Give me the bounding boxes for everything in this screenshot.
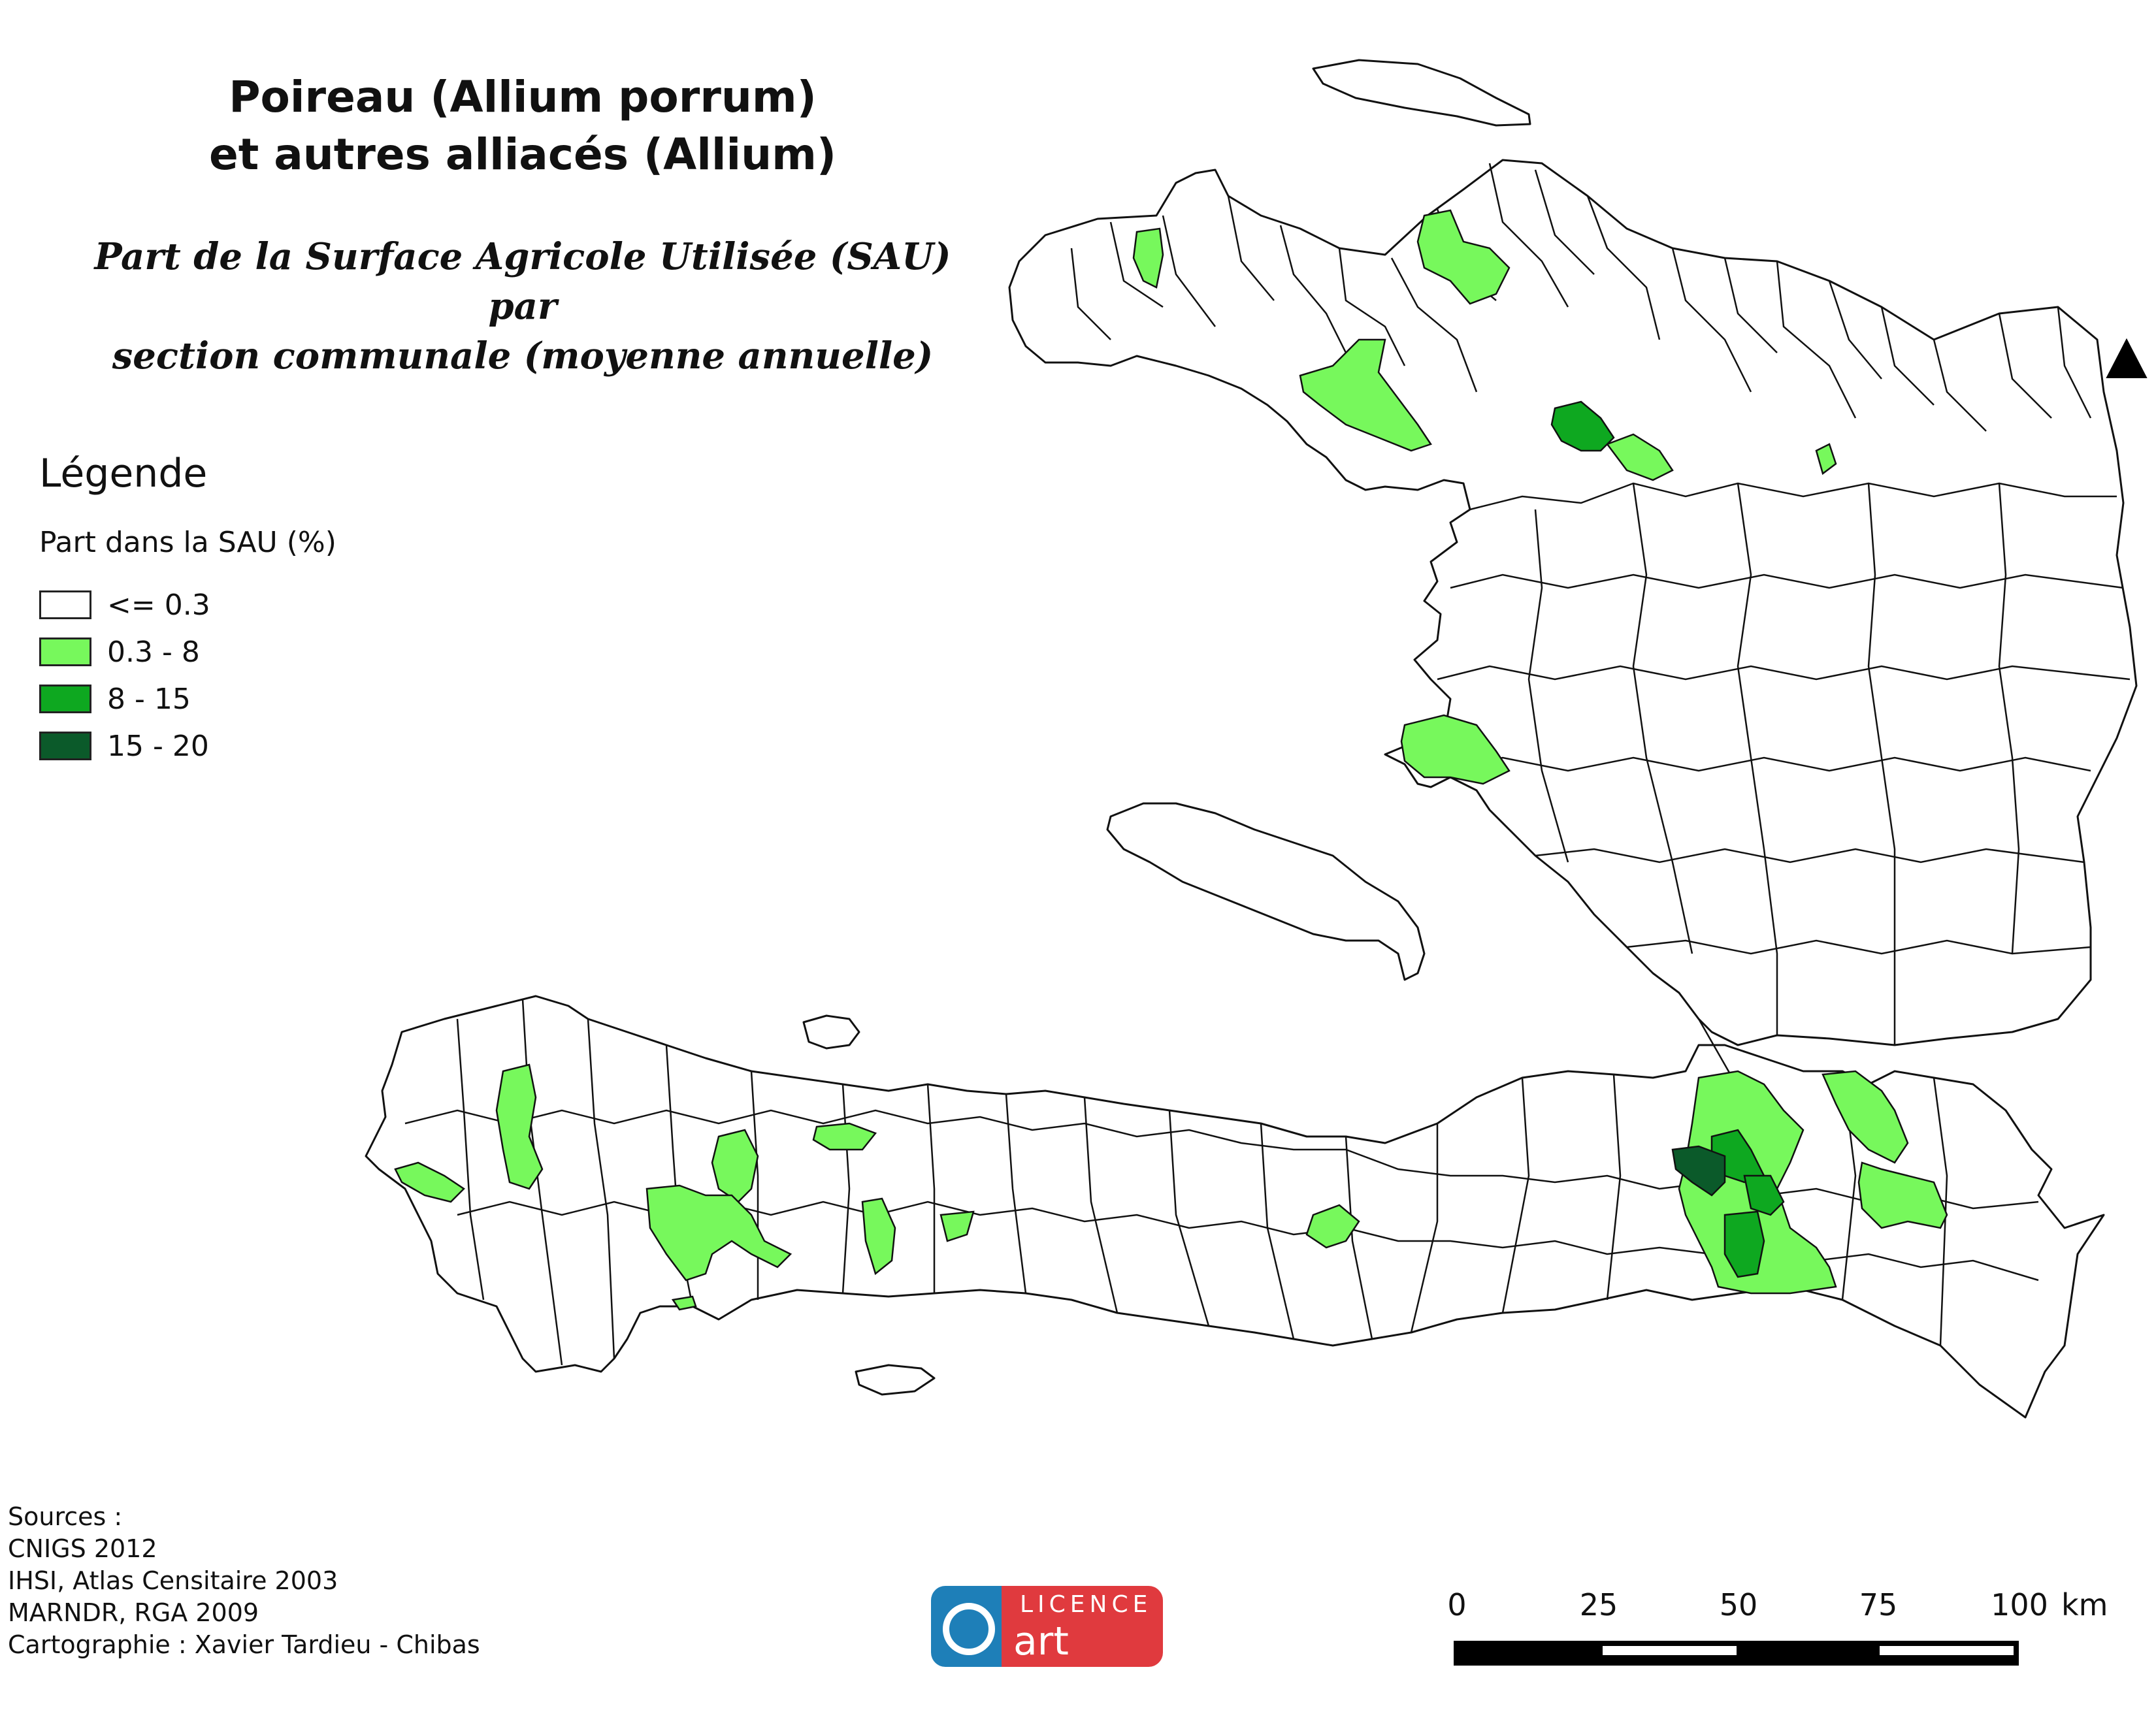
section-0-3-8	[495, 1063, 544, 1190]
section-0-3-8	[1821, 1070, 1909, 1164]
section-0-3-8	[671, 1295, 697, 1311]
subtitle-line-1: Part de la Surface Agricole Utilisée (SA…	[94, 235, 951, 328]
scale-tick-label: 75	[1859, 1587, 1898, 1622]
license-badge[interactable]: LICENCE art libre	[931, 1586, 1163, 1710]
map-title: Poireau (Allium porrum) et autres alliac…	[98, 69, 947, 184]
map-region-south	[365, 995, 2105, 1419]
legend-item: 15 - 20	[39, 722, 210, 769]
section-0-3-8	[1857, 1161, 1948, 1229]
section-0-3-8	[812, 1122, 877, 1151]
sources-heading: Sources :	[8, 1502, 123, 1531]
legend-title: Légende	[39, 451, 208, 496]
legend-label: <= 0.3	[107, 588, 210, 622]
legend-label: 8 - 15	[107, 682, 191, 716]
scale-tick-label: 0	[1447, 1587, 1467, 1622]
section-0-3-8	[1815, 443, 1837, 476]
scale-tick-label: 50	[1719, 1587, 1758, 1622]
legend-label: 15 - 20	[107, 729, 209, 763]
legend-item: 8 - 15	[39, 675, 210, 722]
section-0-3-8	[711, 1129, 759, 1203]
section-0-3-8	[394, 1161, 465, 1203]
legend-swatch	[39, 732, 91, 760]
legend-swatch	[39, 637, 91, 666]
scale-unit: km	[2061, 1587, 2108, 1622]
section-0-3-8	[645, 1184, 792, 1282]
legend-subtitle: Part dans la SAU (%)	[39, 526, 336, 559]
legend: <= 0.3 0.3 - 8 8 - 15 15 - 20	[39, 581, 210, 769]
section-8-15	[1723, 1210, 1765, 1278]
map-region-gonave	[1106, 802, 1426, 981]
section-0-3-8	[1305, 1204, 1360, 1249]
legend-swatch	[39, 590, 91, 619]
map-subtitle: Part de la Surface Agricole Utilisée (SA…	[65, 232, 980, 381]
section-0-3-8	[861, 1197, 896, 1276]
section-0-3-8	[1416, 209, 1511, 305]
legend-swatch	[39, 685, 91, 713]
section-0-3-8	[1605, 433, 1674, 481]
scale-bar	[1454, 1641, 2019, 1666]
section-8-15	[1743, 1174, 1785, 1216]
sources-block: Sources : CNIGS 2012 IHSI, Atlas Censita…	[8, 1501, 480, 1661]
section-0-3-8	[1400, 714, 1511, 785]
source-line: MARNDR, RGA 2009	[8, 1598, 259, 1627]
section-8-15	[1550, 400, 1615, 452]
source-line: CNIGS 2012	[8, 1534, 157, 1563]
license-bottom-text: art libre	[1013, 1619, 1100, 1710]
source-line: Cartographie : Xavier Tardieu - Chibas	[8, 1630, 480, 1659]
map-region-vache	[855, 1364, 936, 1396]
legend-item: <= 0.3	[39, 581, 210, 628]
section-0-3-8	[1299, 338, 1432, 452]
map-region-north	[1008, 159, 2138, 1046]
legend-label: 0.3 - 8	[107, 635, 200, 669]
license-logo-icon	[943, 1603, 995, 1655]
subtitle-line-2: section communale (moyenne annuelle)	[112, 334, 934, 378]
north-arrow-icon	[2106, 338, 2148, 378]
section-15-20	[1671, 1145, 1726, 1197]
license-logo-panel	[931, 1586, 1002, 1667]
scale-tick-label: 100	[1991, 1587, 2048, 1622]
license-text-panel: LICENCE art libre	[1002, 1586, 1163, 1710]
title-line-2: et autres alliacés (Allium)	[208, 129, 837, 180]
map-region-cayemites	[802, 1014, 860, 1050]
section-0-3-8	[939, 1210, 975, 1242]
source-line: IHSI, Atlas Censitaire 2003	[8, 1566, 338, 1595]
title-line-1: Poireau (Allium porrum)	[229, 72, 817, 122]
license-top-text: LICENCE	[1020, 1591, 1152, 1618]
haiti-map	[365, 59, 2148, 1666]
scale-tick-label: 25	[1579, 1587, 1618, 1622]
map-region-tortuga	[1312, 59, 1531, 127]
legend-item: 0.3 - 8	[39, 628, 210, 675]
scale-labels: 0 25 50 75 100 km	[1447, 1587, 2108, 1666]
section-0-3-8	[1132, 227, 1164, 289]
